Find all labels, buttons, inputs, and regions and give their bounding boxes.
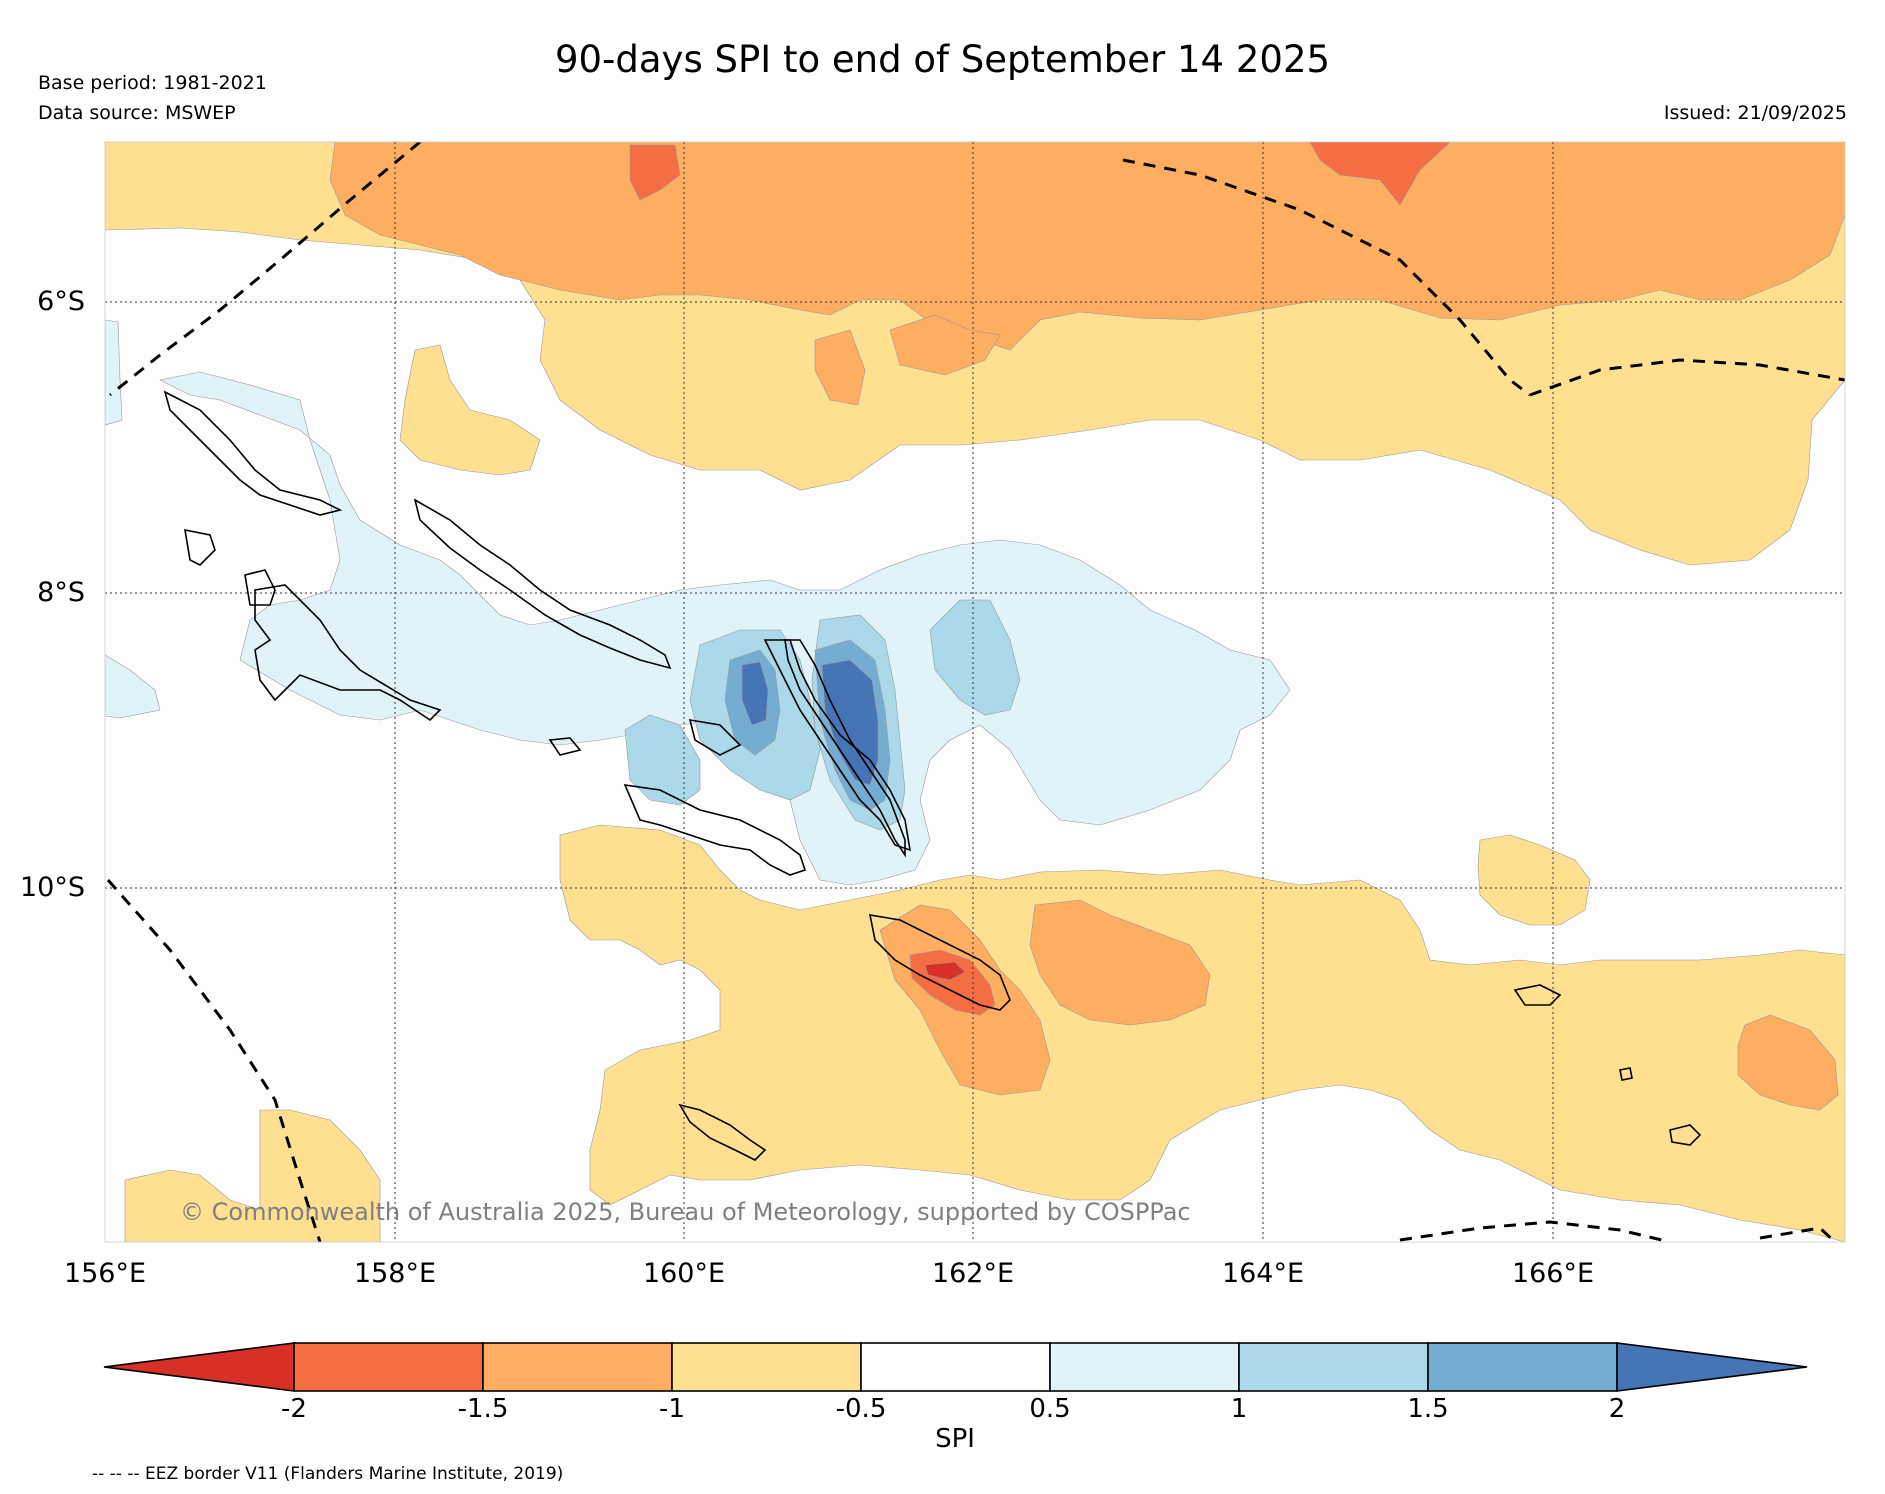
eez-borders: [106, 142, 1845, 1242]
lat-label-8s: 8°S: [37, 577, 85, 608]
island-bougainville: [163, 390, 343, 516]
spi-region-extremely-wet-2: [821, 659, 879, 786]
colorbar-segment-5: [1049, 1342, 1240, 1392]
lon-label-166e: 166°E: [1511, 1258, 1595, 1289]
spi-region-dry-mid-west: [399, 344, 541, 476]
colorbar-tick: 2: [1608, 1394, 1626, 1424]
island-makira: [868, 914, 1011, 1011]
colorbar: [103, 1342, 1808, 1392]
island-shortland: [244, 569, 276, 606]
colorbar-segment-3: [671, 1342, 862, 1392]
island-small-1: [184, 528, 216, 566]
spi-region-dry-south-west: [124, 1109, 381, 1242]
lon-label-156e: 156°E: [63, 1258, 147, 1289]
map-frame: [104, 141, 1846, 1243]
colorbar-tick: 1: [1230, 1394, 1248, 1424]
data-source: Data source: MSWEP: [38, 102, 236, 124]
spi-region-moderately-wet-3: [929, 599, 1021, 716]
colorbar-title: SPI: [935, 1424, 975, 1454]
spi-region-moderately-dry-south-3: [1737, 1014, 1839, 1111]
spi-region-extremely-dry-south: [924, 961, 966, 981]
lat-label-10s: 10°S: [20, 872, 85, 903]
colorbar-tick: 0.5: [1029, 1394, 1071, 1424]
colorbar-segment-2: [482, 1342, 673, 1392]
island-rennell: [678, 1103, 767, 1161]
island-small-2: [1513, 984, 1562, 1006]
island-small-3: [1669, 1124, 1702, 1146]
colorbar-tick: -0.5: [835, 1394, 887, 1424]
colorbar-segment-above-2: [1616, 1342, 1808, 1392]
colorbar-segment-4: [860, 1342, 1051, 1392]
spi-region-moderately-dry-north-small-1: [814, 329, 866, 406]
colorbar-segment-1: [293, 1342, 484, 1392]
spi-region-severely-dry-north-2: [629, 144, 681, 201]
spi-region-moderately-dry-north: [329, 142, 1845, 351]
island-santa-isabel: [763, 639, 912, 852]
lon-label-160e: 160°E: [642, 1258, 726, 1289]
colorbar-tick: -2: [281, 1394, 307, 1424]
lon-label-164e: 164°E: [1221, 1258, 1305, 1289]
colorbar-segment-below-2: [103, 1342, 295, 1392]
spi-region-dry-south-islet: [1477, 834, 1591, 926]
map-title: 90-days SPI to end of September 14 2025: [554, 38, 1331, 81]
copyright-notice: © Commonwealth of Australia 2025, Bureau…: [180, 1198, 1191, 1226]
issued-date: Issued: 21/09/2025: [1663, 102, 1847, 124]
colorbar-tick: -1: [659, 1394, 685, 1424]
island-malaita: [784, 639, 906, 858]
lon-label-162e: 162°E: [931, 1258, 1015, 1289]
coastlines: [163, 390, 1702, 1161]
lon-label-158e: 158°E: [353, 1258, 437, 1289]
island-small-4: [1619, 1067, 1633, 1081]
spi-region-moderately-dry-north-small-2: [889, 314, 1001, 376]
island-small-5: [548, 737, 582, 756]
island-choiseul: [413, 498, 672, 670]
eez-legend: -- -- -- EEZ border V11 (Flanders Marine…: [92, 1464, 564, 1484]
island-new-georgia: [254, 584, 442, 722]
lat-label-6s: 6°S: [37, 286, 85, 317]
island-small-6: [688, 719, 742, 756]
spi-region-wet-west-2: [105, 654, 161, 719]
base-period: Base period: 1981-2021: [38, 72, 267, 94]
spi-region-extremely-wet-1: [741, 661, 769, 726]
colorbar-segment-7: [1427, 1342, 1618, 1392]
spi-region-wet-west: [105, 319, 123, 426]
island-guadalcanal: [623, 784, 807, 876]
spi-region-wet-central: [159, 371, 1291, 886]
colorbar-tick: 1.5: [1407, 1394, 1449, 1424]
colorbar-segment-6: [1238, 1342, 1429, 1392]
colorbar-tick: -1.5: [457, 1394, 509, 1424]
spi-region-severely-dry-north-1: [1309, 142, 1451, 206]
graticule: [105, 142, 1845, 1242]
spi-region-moderately-dry-south-2: [1029, 899, 1211, 1026]
